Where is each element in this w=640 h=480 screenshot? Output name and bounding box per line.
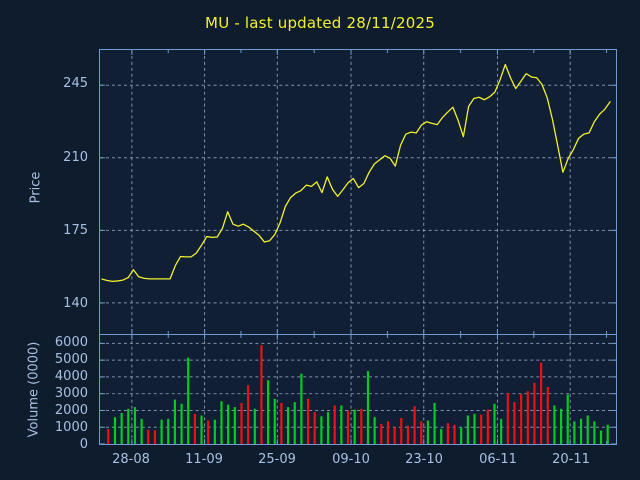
price-plot-area bbox=[99, 49, 617, 335]
xtick-label: 09-10 bbox=[332, 452, 370, 467]
price-ytick-label: 210 bbox=[63, 149, 88, 165]
price-ytick-label: 245 bbox=[63, 76, 88, 92]
volume-ytick-label: 6000 bbox=[54, 334, 88, 350]
xtick-label: 28-08 bbox=[112, 452, 150, 467]
volume-plot-area bbox=[99, 334, 617, 445]
page-title: MU - last updated 28/11/2025 bbox=[205, 14, 435, 32]
volume-ytick-label: 4000 bbox=[54, 368, 88, 384]
volume-ytick-label: 5000 bbox=[54, 351, 88, 367]
xtick-label: 11-09 bbox=[185, 452, 223, 467]
volume-ytick-label: 3000 bbox=[54, 385, 88, 401]
xtick-label: 20-11 bbox=[552, 452, 590, 467]
volume-ytick-label: 2000 bbox=[54, 402, 88, 418]
volume-ytick-label: 0 bbox=[79, 437, 88, 452]
xtick-label: 25-09 bbox=[258, 452, 296, 467]
price-ytick-label: 175 bbox=[63, 222, 88, 238]
xtick-label: 23-10 bbox=[405, 452, 443, 467]
xtick-label: 06-11 bbox=[479, 452, 517, 467]
volume-bar-chart bbox=[100, 335, 616, 444]
volume-ytick-label: 1000 bbox=[54, 419, 88, 435]
price-line-chart bbox=[100, 50, 616, 334]
price-ytick-label: 140 bbox=[63, 295, 88, 311]
